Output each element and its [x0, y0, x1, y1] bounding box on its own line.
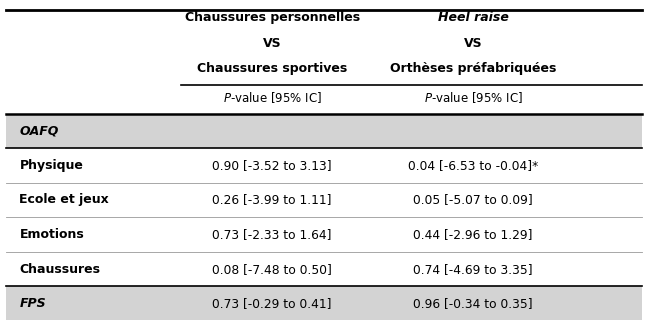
Text: Heel raise: Heel raise [437, 11, 509, 24]
Text: 0.90 [-3.52 to 3.13]: 0.90 [-3.52 to 3.13] [213, 159, 332, 172]
Text: 0.73 [-2.33 to 1.64]: 0.73 [-2.33 to 1.64] [213, 228, 332, 241]
Text: 0.96 [-0.34 to 0.35]: 0.96 [-0.34 to 0.35] [413, 297, 533, 310]
Text: VS: VS [263, 37, 281, 50]
Text: 0.74 [-4.69 to 3.35]: 0.74 [-4.69 to 3.35] [413, 263, 533, 276]
Bar [6, 114, 642, 148]
Text: 0.44 [-2.96 to 1.29]: 0.44 [-2.96 to 1.29] [413, 228, 533, 241]
Text: 0.73 [-0.29 to 0.41]: 0.73 [-0.29 to 0.41] [213, 297, 332, 310]
Text: $\mathit{P}$-value [95% IC]: $\mathit{P}$-value [95% IC] [424, 90, 522, 105]
Text: Chaussures: Chaussures [19, 263, 100, 276]
Text: 0.08 [-7.48 to 0.50]: 0.08 [-7.48 to 0.50] [213, 263, 332, 276]
Text: VS: VS [464, 37, 482, 50]
Text: Ecole et jeux: Ecole et jeux [19, 194, 110, 206]
Text: Emotions: Emotions [19, 228, 84, 241]
Text: 0.05 [-5.07 to 0.09]: 0.05 [-5.07 to 0.09] [413, 194, 533, 206]
Text: Orthèses préfabriquées: Orthèses préfabriquées [390, 62, 556, 75]
Text: Chaussures personnelles: Chaussures personnelles [185, 11, 360, 24]
Text: 0.26 [-3.99 to 1.11]: 0.26 [-3.99 to 1.11] [213, 194, 332, 206]
Text: Chaussures sportives: Chaussures sportives [197, 62, 347, 75]
Text: OAFQ: OAFQ [19, 124, 59, 137]
Text: Physique: Physique [19, 159, 84, 172]
Bar [6, 286, 642, 320]
Text: $\mathit{P}$-value [95% IC]: $\mathit{P}$-value [95% IC] [223, 90, 321, 105]
Text: FPS: FPS [19, 297, 46, 310]
Text: 0.04 [-6.53 to -0.04]*: 0.04 [-6.53 to -0.04]* [408, 159, 538, 172]
